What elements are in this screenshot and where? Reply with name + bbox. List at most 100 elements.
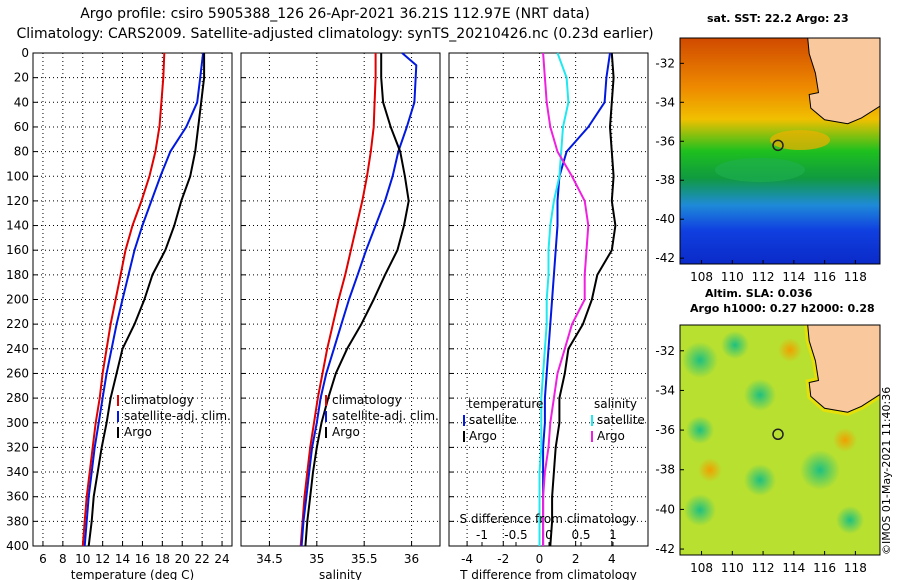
sla-anomaly	[682, 342, 718, 378]
series-line-climatology	[299, 53, 377, 547]
lon-tick-label: 118	[844, 270, 867, 284]
x-tick-label: 34.5	[256, 552, 283, 566]
lon-tick-label: 108	[690, 561, 713, 575]
lon-tick-label: 110	[721, 270, 744, 284]
y-tick-label: 0	[21, 46, 29, 60]
sla-map: -32 -34 -36 -38 -40 -42 108 110 112 114 116 118	[655, 324, 881, 575]
legend-label: climatology	[332, 393, 402, 407]
sst-map-field	[680, 38, 880, 264]
x-tick-label: 24	[214, 552, 229, 566]
y-tick-label: 280	[6, 391, 29, 405]
x-tick-label: 22	[195, 552, 210, 566]
legend-label: satellite-adj. clim.	[124, 409, 231, 423]
x-axis-label: T difference from climatology	[459, 568, 637, 580]
lat-tick-label: -40	[655, 212, 675, 226]
sla-anomaly	[800, 450, 840, 490]
top-tick-label: -1	[476, 528, 488, 542]
y-tick-label: 380	[6, 514, 29, 528]
lon-tick-label: 114	[782, 270, 805, 284]
x-axis-label: salinity	[319, 568, 362, 580]
lon-tick-label: 108	[690, 270, 713, 284]
legend-label: satellite	[597, 413, 645, 427]
sla-anomaly	[721, 331, 749, 359]
panel-salinity: 34.5 35 35.5 36 salinity climatology satellite…	[240, 52, 441, 580]
y-tick-label: 40	[14, 95, 29, 109]
lat-tick-label: -32	[655, 56, 675, 70]
x-tick-label: 12	[95, 552, 110, 566]
x-tick-label: 2	[572, 552, 580, 566]
x-tick-label: 6	[39, 552, 47, 566]
x-tick-label: 4	[608, 552, 616, 566]
legend-label: Argo	[597, 429, 625, 443]
legend-label: Argo	[124, 425, 152, 439]
y-tick-label: 180	[6, 268, 29, 282]
y-tick-label: 160	[6, 243, 29, 257]
y-tick-label: 60	[14, 120, 29, 134]
sla-map-title-line2: Argo h1000: 0.27 h2000: 0.28	[690, 302, 875, 315]
x-tick-label: 8	[59, 552, 67, 566]
x-tick-label: 18	[155, 552, 170, 566]
sst-patch	[770, 130, 830, 150]
lat-tick-label: -42	[655, 251, 675, 265]
legend-label: satellite-adj. clim.	[332, 409, 439, 423]
legend-label: Argo	[469, 429, 497, 443]
y-tick-label: 200	[6, 293, 29, 307]
lon-tick-label: 110	[721, 561, 744, 575]
map-frame	[679, 324, 881, 556]
y-tick-label: 360	[6, 490, 29, 504]
x-tick-label: -4	[461, 552, 473, 566]
series-line-argo	[87, 53, 206, 547]
x-tick-label: 36	[404, 552, 419, 566]
sla-anomaly	[698, 458, 722, 482]
x-tick-label: 0	[536, 552, 544, 566]
top-axis-label: S difference from climatology	[460, 512, 637, 526]
sla-anomaly	[686, 416, 714, 444]
plot-frame	[240, 52, 441, 547]
sst-map-title: sat. SST: 22.2 Argo: 23	[707, 12, 849, 25]
legend-label: satellite	[469, 413, 517, 427]
lon-tick-label: 116	[813, 561, 836, 575]
header-line-1: Argo profile: csiro 5905388_126 26-Apr-2…	[80, 6, 590, 22]
sla-anomaly	[833, 428, 857, 452]
header-line-2: Climatology: CARS2009. Satellite-adjuste…	[16, 26, 654, 42]
lat-tick-label: -34	[655, 383, 675, 397]
lat-tick-label: -42	[655, 542, 675, 556]
y-tick-label: 20	[14, 71, 29, 85]
land-mass	[807, 325, 880, 413]
sla-map-title-line1: Altim. SLA: 0.036	[705, 287, 813, 300]
series-line-salinity-satellite	[538, 52, 570, 546]
series-line-argo	[304, 53, 410, 547]
lon-tick-label: 118	[844, 561, 867, 575]
x-tick-label: 35	[309, 552, 324, 566]
sst-patch	[715, 158, 805, 182]
y-tick-label: 100	[6, 169, 29, 183]
x-tick-label: 10	[75, 552, 90, 566]
x-tick-label: -2	[497, 552, 509, 566]
y-tick-label: 140	[6, 219, 29, 233]
series-line-satellite-adj-clim-	[83, 52, 205, 547]
series-line-temperature-argo	[549, 52, 617, 547]
plot-frame	[448, 52, 649, 547]
y-tick-label: 400	[6, 539, 29, 553]
lat-tick-label: -36	[655, 423, 675, 437]
sla-anomaly	[778, 338, 802, 362]
x-tick-label: 35.5	[351, 552, 378, 566]
sla-map-field	[680, 325, 880, 555]
land-mass	[807, 38, 880, 125]
panel-difference: -4 -2 0 2 4 T difference from climatology temp…	[448, 52, 649, 580]
argo-position-marker	[772, 139, 784, 152]
lat-tick-label: -36	[655, 134, 675, 148]
top-tick-label: 0.5	[571, 528, 590, 542]
map-frame	[679, 37, 881, 265]
lat-tick-label: -32	[655, 344, 675, 358]
top-tick-label: -0.5	[504, 528, 527, 542]
lat-tick-label: -40	[655, 502, 675, 516]
y-tick-label: 240	[6, 342, 29, 356]
series-line-climatology	[81, 52, 166, 547]
x-tick-label: 20	[175, 552, 190, 566]
series-line-temperature-satellite	[542, 52, 611, 546]
sla-anomaly	[684, 494, 716, 526]
series-line-salinity-argo	[542, 52, 590, 546]
y-tick-label: 220	[6, 317, 29, 331]
